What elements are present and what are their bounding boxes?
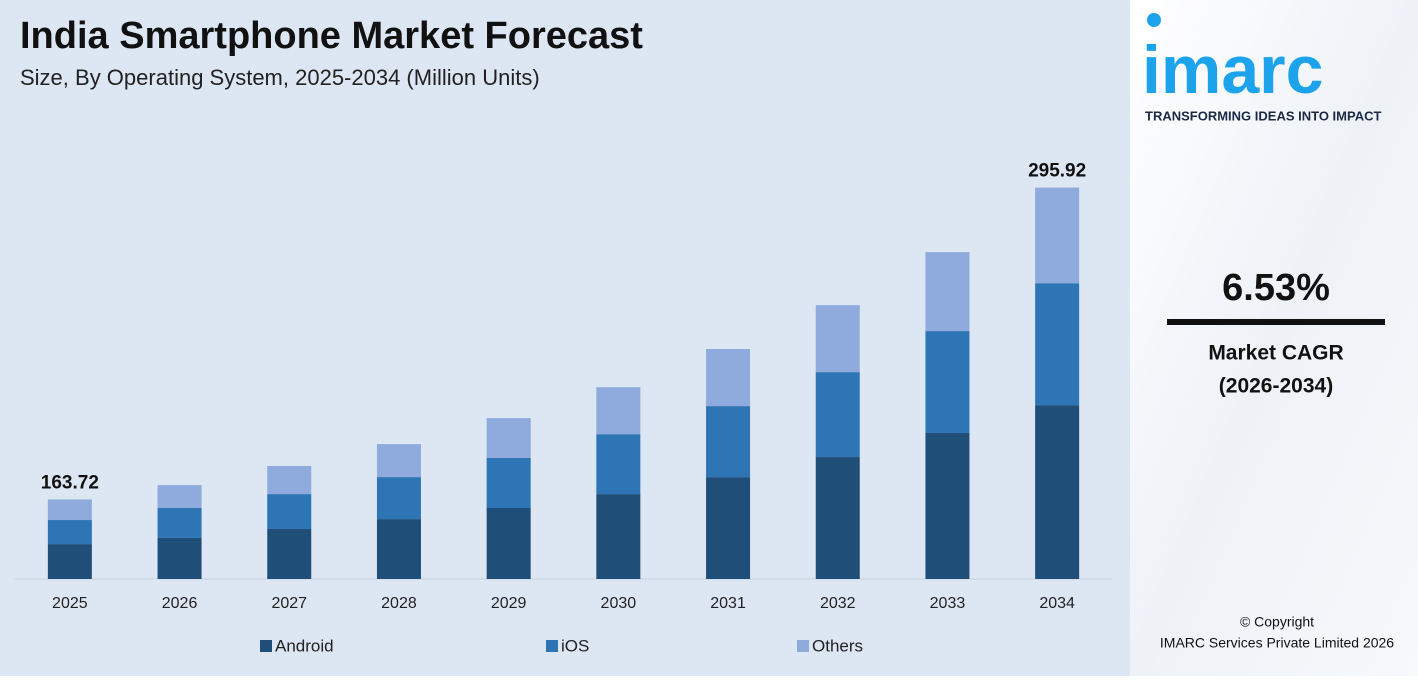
bar-segment bbox=[1035, 283, 1080, 406]
bar-segment bbox=[925, 252, 970, 332]
bar-segment bbox=[486, 457, 531, 508]
logo: imarc bbox=[1142, 32, 1323, 108]
cagr-value: 6.53% bbox=[1222, 267, 1330, 309]
bar-segment bbox=[157, 485, 202, 508]
x-tick-label: 2033 bbox=[930, 595, 966, 612]
bar-segment bbox=[706, 349, 751, 407]
bar-segment bbox=[486, 507, 531, 579]
company: IMARC Services Private Limited 2026 bbox=[1160, 635, 1394, 651]
bar-segment bbox=[47, 544, 92, 579]
x-tick-label: 2031 bbox=[710, 595, 746, 612]
cagr-rule bbox=[1167, 319, 1385, 325]
tagline: TRANSFORMING IDEAS INTO IMPACT bbox=[1145, 108, 1381, 123]
bar-segment bbox=[596, 434, 641, 495]
cagr-label: Market CAGR bbox=[1208, 342, 1343, 365]
bar-segment bbox=[815, 305, 860, 373]
bar-segment bbox=[376, 519, 421, 579]
bar-segment bbox=[47, 499, 92, 521]
total-label: 163.72 bbox=[41, 472, 99, 493]
legend-label: Others bbox=[812, 636, 863, 655]
legend-marker bbox=[797, 640, 809, 652]
bar-segment bbox=[267, 466, 312, 495]
side-panel bbox=[1130, 0, 1418, 676]
x-tick-label: 2029 bbox=[491, 595, 527, 612]
bar-segment bbox=[815, 372, 860, 458]
bar-segment bbox=[486, 418, 531, 458]
cagr-period: (2026-2034) bbox=[1219, 375, 1333, 398]
bar-segment bbox=[376, 477, 421, 520]
legend-label: iOS bbox=[561, 636, 589, 655]
bar-segment bbox=[267, 494, 312, 529]
bar-segment bbox=[925, 331, 970, 433]
bar-segment bbox=[1035, 187, 1080, 284]
bar-segment bbox=[267, 528, 312, 579]
bar-segment bbox=[376, 444, 421, 478]
bar-segment bbox=[706, 406, 751, 478]
legend-marker bbox=[546, 640, 558, 652]
legend-label: Android bbox=[275, 636, 334, 655]
chart-subtitle: Size, By Operating System, 2025-2034 (Mi… bbox=[20, 65, 540, 90]
bar-segment bbox=[596, 387, 641, 435]
x-tick-label: 2034 bbox=[1039, 595, 1075, 612]
bar-segment bbox=[157, 507, 202, 538]
bar-segment bbox=[706, 477, 751, 579]
legend-marker bbox=[260, 640, 272, 652]
copyright: © Copyright bbox=[1240, 614, 1314, 630]
bar-segment bbox=[925, 432, 970, 579]
x-tick-label: 2032 bbox=[820, 595, 856, 612]
x-tick-label: 2028 bbox=[381, 595, 417, 612]
bar-segment bbox=[815, 457, 860, 579]
bar-segment bbox=[1035, 405, 1080, 579]
x-tick-label: 2026 bbox=[162, 595, 198, 612]
x-tick-label: 2027 bbox=[271, 595, 307, 612]
bar-segment bbox=[157, 537, 202, 579]
bar-segment bbox=[596, 494, 641, 579]
bar-segment bbox=[47, 520, 92, 545]
x-tick-label: 2030 bbox=[601, 595, 637, 612]
logo-dot bbox=[1147, 13, 1161, 27]
total-label: 295.92 bbox=[1028, 161, 1086, 182]
x-tick-label: 2025 bbox=[52, 595, 88, 612]
chart-title: India Smartphone Market Forecast bbox=[20, 15, 643, 57]
